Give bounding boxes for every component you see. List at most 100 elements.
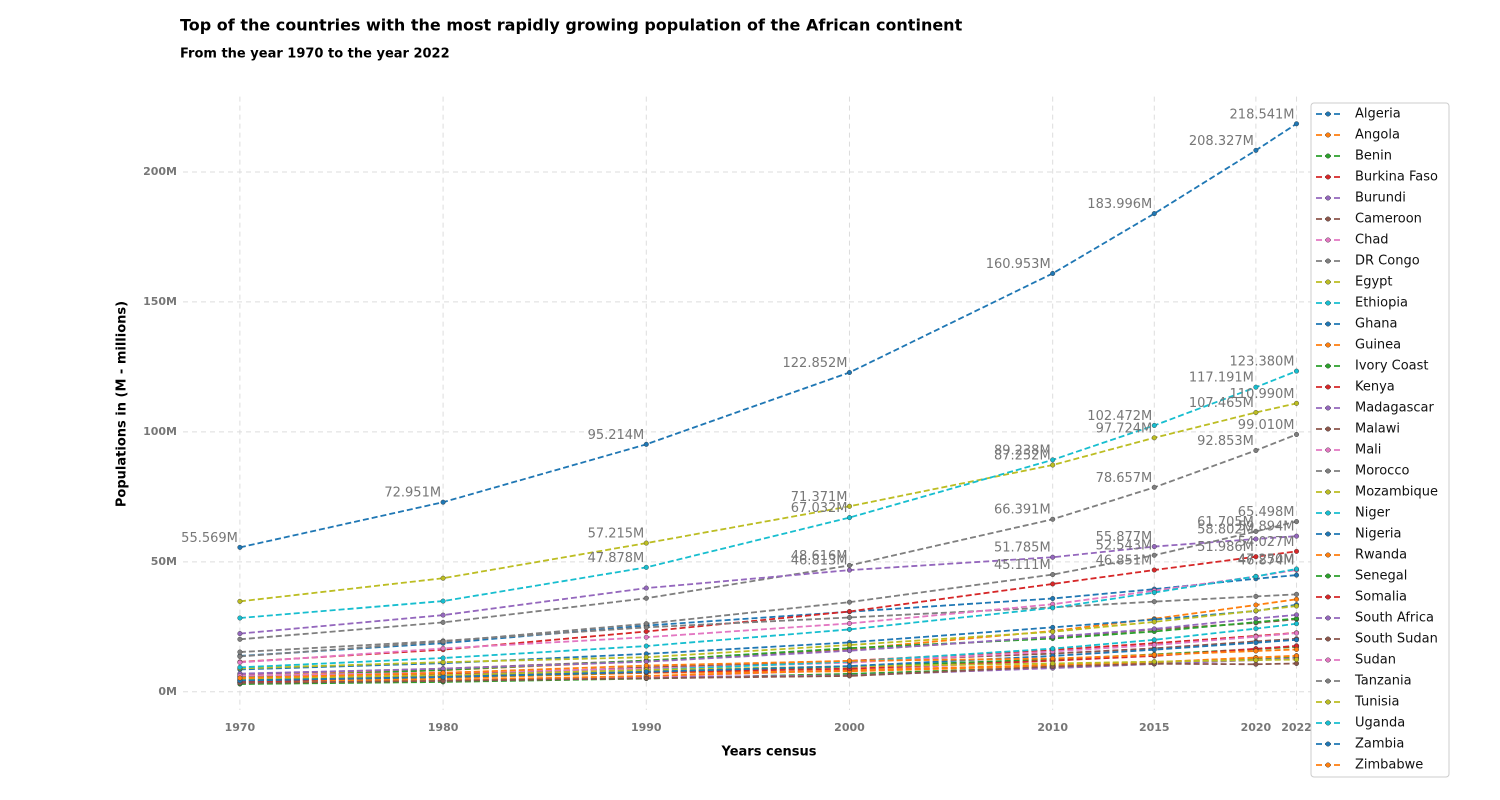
data-label: 218.541M <box>1230 107 1295 122</box>
data-point <box>1151 422 1157 428</box>
data-point <box>1294 612 1300 618</box>
data-label: 95.214M <box>588 428 645 443</box>
data-label: 97.724M <box>1096 421 1153 436</box>
data-point <box>1050 595 1056 601</box>
data-label: 71.371M <box>791 490 848 505</box>
data-point <box>1151 590 1157 596</box>
data-point <box>1253 409 1259 415</box>
legend-marker <box>1325 426 1331 432</box>
data-point <box>643 654 649 660</box>
data-label: 160.953M <box>986 257 1051 272</box>
legend-label: Sudan <box>1355 653 1396 668</box>
data-label: 87.252M <box>994 449 1051 464</box>
legend-label: Tunisia <box>1354 695 1399 710</box>
data-point <box>1050 516 1056 522</box>
legend-label: Mozambique <box>1355 485 1438 500</box>
data-point <box>440 499 446 505</box>
data-label: 46.851M <box>1096 554 1153 569</box>
data-point <box>846 567 852 573</box>
data-point <box>1294 566 1300 572</box>
data-point <box>1294 431 1300 437</box>
series-line <box>239 402 1297 603</box>
data-point <box>1050 629 1056 635</box>
legend-label: Guinea <box>1355 338 1401 353</box>
series-line <box>239 574 1297 657</box>
series-line <box>239 638 1297 682</box>
legend-marker <box>1325 195 1331 201</box>
legend-box <box>1310 102 1450 778</box>
legend-label: Uganda <box>1355 716 1405 731</box>
legend-label: Niger <box>1355 506 1391 521</box>
data-point <box>846 503 852 509</box>
data-point <box>643 595 649 601</box>
data-point <box>846 614 852 620</box>
data-point <box>237 636 243 642</box>
data-label: 46.813M <box>791 554 848 569</box>
data-label: 51.785M <box>994 541 1051 556</box>
data-point <box>237 544 243 550</box>
data-label: 208.327M <box>1189 134 1254 149</box>
data-point <box>1050 656 1056 662</box>
legend-label: Mali <box>1355 443 1381 458</box>
legend-label: Tanzania <box>1354 674 1412 689</box>
data-point <box>1151 484 1157 490</box>
data-point <box>1050 634 1056 640</box>
legend-label: Morocco <box>1355 464 1409 479</box>
data-point <box>1050 624 1056 630</box>
legend-marker <box>1325 405 1331 411</box>
data-label: 59.894M <box>1238 520 1295 535</box>
data-label: 57.215M <box>588 527 645 542</box>
data-point <box>237 675 243 681</box>
legend-label: Algeria <box>1355 107 1401 122</box>
series-line <box>239 658 1297 680</box>
legend-marker <box>1325 657 1331 663</box>
series-line <box>239 568 1297 669</box>
x-tick-label: 2015 <box>1139 721 1170 734</box>
data-point <box>1294 657 1300 663</box>
data-point <box>440 639 446 645</box>
data-point <box>1253 447 1259 453</box>
data-label: 122.852M <box>783 356 848 371</box>
data-point <box>1294 368 1300 374</box>
data-label: 110.990M <box>1230 387 1295 402</box>
legend-label: South Africa <box>1355 611 1434 626</box>
series-line <box>239 535 1297 635</box>
data-point <box>1151 567 1157 573</box>
legend-label: Somalia <box>1355 590 1407 605</box>
legend-label: Ivory Coast <box>1355 359 1429 374</box>
y-tick-label: 150M <box>143 295 177 308</box>
data-point <box>1294 548 1300 554</box>
data-point <box>1151 659 1157 665</box>
y-axis-label: Populations in (M - millions) <box>115 301 130 507</box>
data-label: 55.569M <box>181 531 238 546</box>
data-point <box>1253 573 1259 579</box>
legend-label: Malawi <box>1355 422 1400 437</box>
data-point <box>440 619 446 625</box>
legend-marker <box>1325 531 1331 537</box>
series-line <box>239 617 1297 679</box>
data-label: 89.238M <box>994 443 1051 458</box>
data-point <box>643 675 649 681</box>
legend-label: Ghana <box>1355 317 1398 332</box>
data-point <box>846 369 852 375</box>
data-point <box>1253 640 1259 646</box>
chart-title: Top of the countries with the most rapid… <box>180 16 963 35</box>
data-point <box>1151 637 1157 643</box>
y-tick-label: 200M <box>143 165 177 178</box>
data-point <box>643 441 649 447</box>
legend-label: Nigeria <box>1355 527 1402 542</box>
data-point <box>1151 211 1157 217</box>
data-label: 92.853M <box>1197 434 1254 449</box>
data-point <box>643 634 649 640</box>
legend-marker <box>1325 111 1331 117</box>
data-label: 58.802M <box>1197 522 1254 537</box>
legend-marker <box>1325 237 1331 243</box>
data-point <box>237 615 243 621</box>
data-label: 123.380M <box>1230 355 1295 370</box>
data-point <box>1050 581 1056 587</box>
data-point <box>846 562 852 568</box>
legend-marker <box>1325 489 1331 495</box>
